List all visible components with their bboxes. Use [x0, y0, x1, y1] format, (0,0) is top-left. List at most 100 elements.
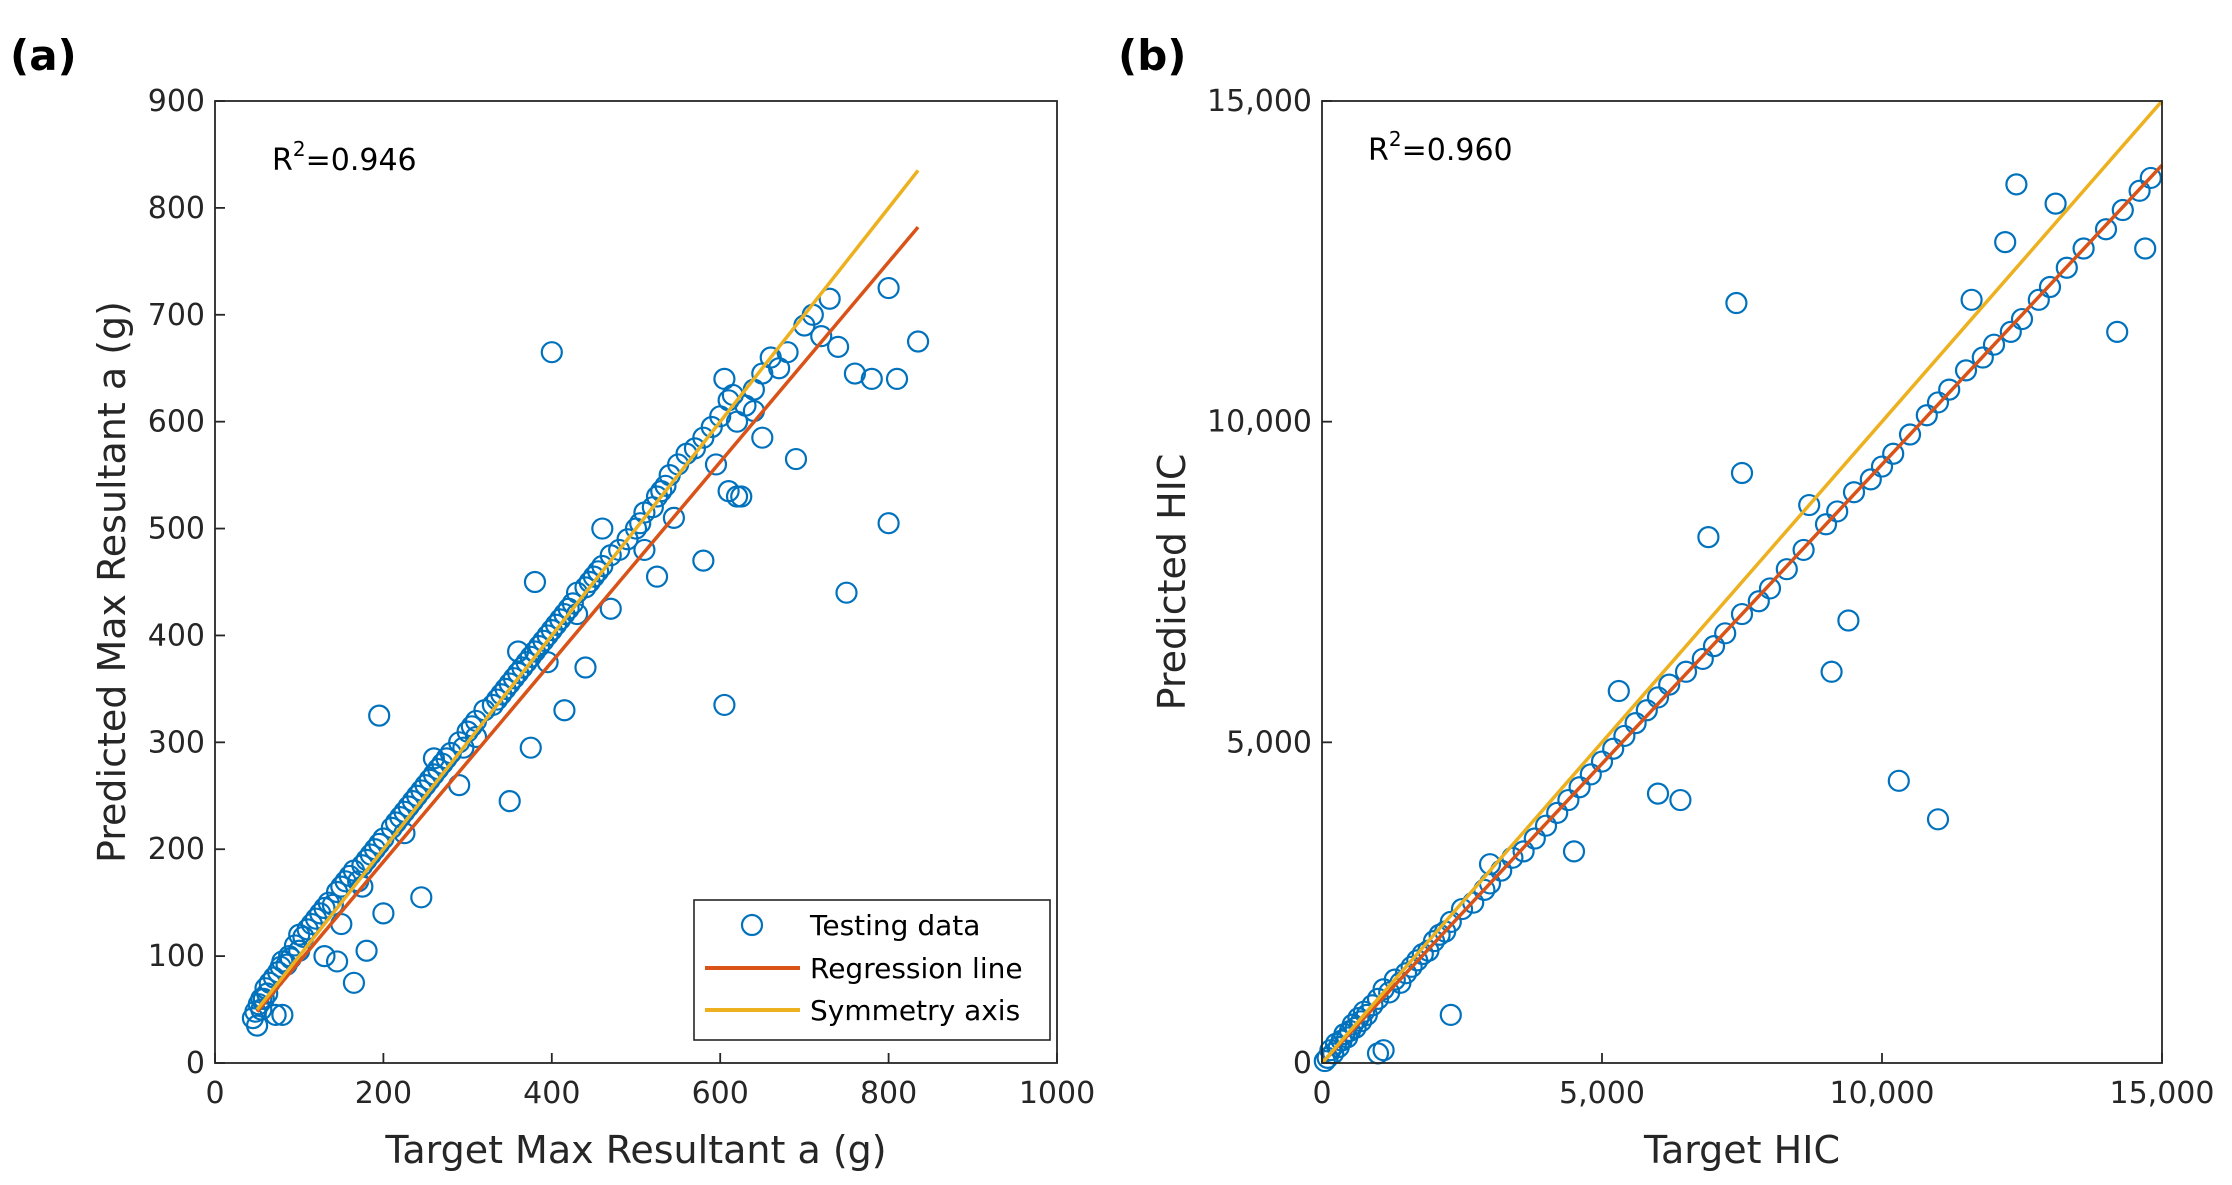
panel-b-data-point — [1613, 724, 1636, 748]
panel-b-data-point — [1439, 910, 1462, 934]
panel-b-data-point — [1383, 968, 1406, 991]
panel-b-data-point — [1546, 801, 1569, 824]
panel-b-data-point — [1313, 1049, 1336, 1073]
legend-testing-marker — [740, 913, 764, 937]
panel-a-data-point — [355, 939, 378, 962]
panel-b-data-point — [1915, 404, 1938, 427]
panel-a-data-point — [751, 426, 774, 449]
panel-a-r2-value: =0.946 — [306, 143, 417, 178]
panel-b-data-point — [1697, 526, 1720, 549]
panel-b-y-tick-label: 5,000 — [1226, 725, 1312, 760]
panel-b-data-point — [2128, 179, 2151, 202]
panel-b: (b) 0 5,000 10,000 15,000 0 5,000 10,000 15,00… — [1118, 31, 2214, 1172]
panel-a-data-point — [372, 902, 395, 925]
panel-a-data-point — [561, 592, 584, 615]
panel-b-data-point — [1758, 577, 1782, 600]
panel-b-data-point — [1842, 481, 1866, 504]
panel-b-data-point — [1954, 359, 1978, 382]
panel-b-data-point — [2111, 198, 2134, 222]
panel-a: (a) 0 200 400 600 800 1000 0 100 200 300 400 500 60… — [10, 31, 1095, 1172]
panel-a-data-point — [810, 325, 833, 348]
panel-b-data-point — [1882, 442, 1905, 465]
panel-b-r2-label: R — [1368, 133, 1389, 168]
panel-a-data-point — [599, 597, 622, 620]
panel-b-data-point — [1361, 994, 1384, 1017]
panel-b-axes-frame — [1321, 100, 2163, 1064]
panel-b-data-point — [1674, 660, 1698, 683]
panel-a-data-point — [885, 367, 909, 391]
panel-b-data-point — [1394, 962, 1418, 985]
panel-a-data-point — [288, 923, 311, 946]
panel-b-data-point — [1372, 1039, 1395, 1062]
panel-a-data-point — [877, 276, 900, 300]
panel-a-r2-annotation: R2=0.946 — [272, 137, 417, 178]
panel-a-data-point — [410, 886, 433, 909]
panel-b-data-point — [1350, 1010, 1373, 1033]
panel-b-data-point — [2055, 256, 2078, 279]
panel-a-data-point — [507, 640, 530, 663]
panel-b-data-point — [2027, 288, 2050, 311]
panel-a-y-tick-label: 700 — [148, 298, 205, 333]
panel-b-data-point — [1658, 673, 1681, 696]
panel-b-data-point — [1624, 711, 1647, 735]
panel-a-y-axis-label: Predicted Max Resultant a (g) — [90, 301, 134, 863]
panel-b-data-point — [1450, 897, 1474, 921]
panel-b-y-ticks: 0 5,000 10,000 15,000 — [1207, 84, 1332, 1081]
panel-b-data-point — [1523, 827, 1546, 850]
panel-a-data-point — [540, 341, 563, 364]
panel-a-data-point — [860, 367, 883, 391]
panel-b-x-tick-label: 0 — [1312, 1076, 1331, 1111]
panel-a-data-point — [662, 506, 685, 529]
panel-a-data-point — [835, 581, 858, 604]
panel-b-data-point — [1702, 635, 1726, 658]
panel-b-data-point — [1926, 808, 1950, 831]
panel-b-x-tick-label: 10,000 — [1830, 1076, 1935, 1111]
panel-a-x-tick-label: 200 — [355, 1076, 412, 1111]
panel-a-y-tick-label: 300 — [148, 725, 205, 760]
panel-b-data-point — [1898, 423, 1922, 446]
panel-a-label: (a) — [10, 31, 77, 80]
panel-a-data-point — [633, 538, 656, 562]
panel-b-x-tick-label: 15,000 — [2110, 1076, 2215, 1111]
panel-b-r2-sup: 2 — [1389, 127, 1402, 151]
panel-a-data-point — [843, 362, 867, 385]
panel-a-data-point — [587, 560, 610, 583]
legend: Testing data Regression line Symmetry ax… — [693, 899, 1051, 1041]
panel-a-y-tick-label: 200 — [148, 832, 205, 867]
panel-a-r2-sup: 2 — [293, 137, 306, 161]
panel-a-data-point — [692, 549, 715, 572]
panel-b-data-point — [1590, 750, 1614, 773]
panel-b-data-point — [2134, 237, 2157, 260]
panel-b-data-point — [2094, 218, 2118, 241]
panel-b-x-ticks: 0 5,000 10,000 15,000 — [1312, 1053, 2214, 1111]
panel-b-data-point — [1982, 333, 2006, 356]
panel-b-label: (b) — [1118, 31, 1186, 80]
panel-b-data-point — [2106, 320, 2129, 343]
panel-a-y-tick-label: 800 — [148, 191, 205, 226]
panel-b-data-point — [2072, 237, 2095, 260]
panel-b-data-point — [1960, 288, 1983, 311]
panel-b-data-point — [1792, 538, 1815, 562]
legend-testing-label: Testing data — [809, 909, 980, 942]
panel-b-data-point — [1602, 737, 1625, 760]
panel-b-data-point — [1775, 558, 1798, 581]
panel-a-x-tick-label: 400 — [523, 1076, 580, 1111]
panel-a-data-point — [654, 474, 677, 497]
panel-b-data-point — [1669, 788, 1692, 812]
panel-b-data-point — [1607, 679, 1630, 703]
panel-a-x-axis-label: Target Max Resultant a (g) — [384, 1128, 886, 1172]
panel-b-data-point — [1837, 609, 1860, 632]
panel-b-data-point — [1635, 699, 1658, 722]
panel-a-data-point — [422, 747, 446, 770]
panel-b-data-point — [1725, 291, 1748, 315]
panel-b-data-point — [2044, 192, 2067, 215]
panel-b-data-point — [2005, 173, 2028, 196]
panel-b-data-point — [1411, 942, 1434, 966]
panel-a-lines — [255, 169, 920, 1013]
panel-a-x-tick-label: 1000 — [1019, 1076, 1095, 1111]
panel-b-data-point — [1557, 788, 1580, 812]
panel-a-data-point — [877, 512, 900, 535]
panel-a-y-tick-label: 0 — [186, 1046, 205, 1081]
panel-a-data-point — [784, 447, 808, 471]
panel-b-data-point — [1798, 493, 1821, 517]
